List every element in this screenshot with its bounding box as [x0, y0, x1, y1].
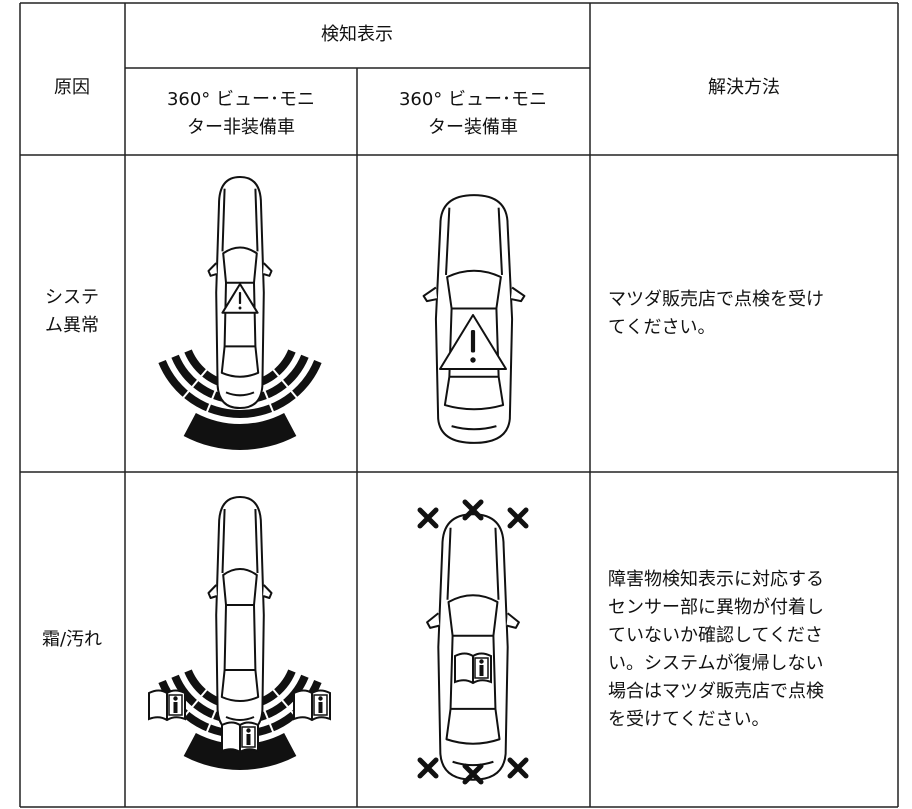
info-stem [173, 702, 178, 713]
warning-dot [470, 357, 476, 363]
cross-stroke [417, 507, 439, 529]
table-grid [19, 2, 899, 808]
solution-text: を受けてください。 [608, 709, 769, 730]
sensor-arc [158, 679, 322, 738]
info-dot [246, 728, 251, 733]
header-with-monitor: 360° ビュー･モニ [399, 89, 547, 110]
cause-text: ム異常 [45, 315, 99, 336]
info-stem [246, 734, 251, 745]
cross-stroke [462, 763, 484, 785]
car [207, 496, 273, 734]
warning-bar [238, 292, 242, 304]
solution-text: 障害物検知表示に対応する [608, 569, 824, 590]
solution-text: ていないか確認してくださ [608, 625, 823, 646]
sensor-arc [171, 674, 309, 725]
sensor-sector [183, 412, 297, 450]
sensor-cross [507, 507, 529, 529]
solution-text: 場合はマツダ販売店で点検 [608, 681, 824, 702]
cause-text: 霜/汚れ [42, 629, 102, 650]
info-icon [221, 721, 259, 754]
info-stem [318, 702, 323, 713]
warning-icon [439, 314, 507, 370]
warning-icon [221, 283, 259, 314]
solution-text: てください。 [608, 317, 715, 338]
sensor-fan [158, 349, 322, 450]
car [425, 513, 521, 781]
sensor-cross [462, 763, 484, 785]
info-dot [173, 696, 178, 701]
cross-stroke [462, 499, 484, 521]
sensor-cross [417, 757, 439, 779]
info-icon [454, 652, 492, 685]
illustrations [148, 175, 529, 785]
header-without-monitor: 360° ビュー･モニ [167, 89, 315, 110]
header-solution: 解決方法 [708, 77, 780, 98]
cause-text: システ [45, 287, 99, 308]
info-icon [293, 689, 331, 722]
header-detection: 検知表示 [321, 24, 393, 45]
info-icon [148, 689, 186, 722]
cross-stroke [507, 757, 529, 779]
info-dot [479, 659, 484, 664]
sensor-cross [417, 507, 439, 529]
header-without-monitor: ター非装備車 [187, 117, 295, 138]
cross-stroke [417, 757, 439, 779]
sensor-arc [184, 349, 296, 391]
solution-text: マツダ販売店で点検を受け [608, 289, 824, 310]
warning-bar [470, 330, 476, 353]
solution-text: い。システムが復帰しない [608, 653, 823, 674]
cross-stroke [507, 507, 529, 529]
header-cause: 原因 [54, 77, 90, 98]
warning-dot [238, 306, 242, 310]
header-with-monitor: ター装備車 [428, 117, 518, 138]
sensor-arc [171, 354, 309, 404]
sensor-divider [180, 366, 210, 402]
sensor-cross [507, 757, 529, 779]
sensor-arc [158, 359, 322, 419]
info-stem [479, 665, 484, 676]
sensor-divider [270, 366, 300, 402]
solution-text: センサー部に異物が付着し [608, 597, 824, 618]
sensor-cross [462, 499, 484, 521]
sensor-arc [184, 669, 296, 711]
info-dot [318, 696, 323, 701]
